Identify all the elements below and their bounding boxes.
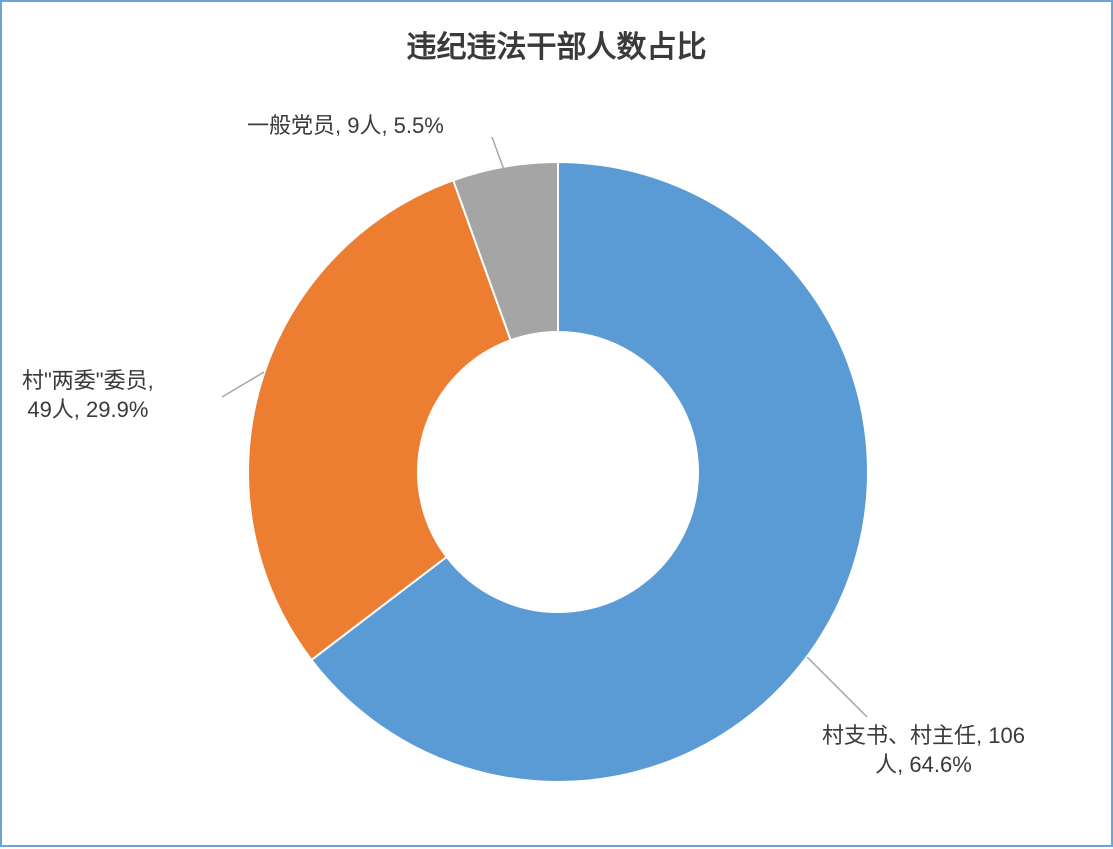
slice-label-1: 村"两委"委员, 49人, 29.9% [22,367,154,424]
slice-label-2: 一般党员, 9人, 5.5% [247,112,444,141]
slice-label-0: 村支书、村主任, 106 人, 64.6% [822,722,1025,779]
chart-container: 违纪违法干部人数占比 村支书、村主任, 106 人, 64.6%村"两委"委员,… [0,0,1113,847]
